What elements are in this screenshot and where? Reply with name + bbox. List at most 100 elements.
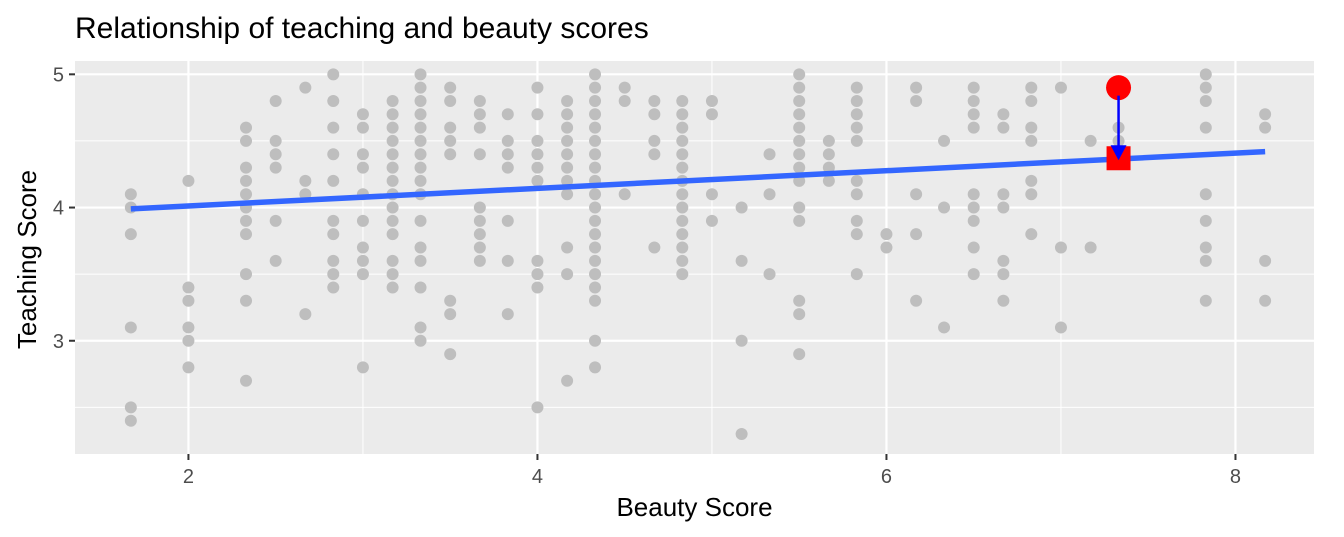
- data-point: [501, 108, 514, 121]
- data-point: [356, 161, 369, 174]
- data-point: [561, 134, 574, 147]
- data-point: [1025, 228, 1038, 241]
- data-point: [386, 134, 399, 147]
- data-point: [880, 228, 893, 241]
- data-point: [561, 188, 574, 201]
- data-point: [327, 214, 340, 227]
- data-point: [589, 254, 602, 267]
- data-point: [1025, 174, 1038, 187]
- data-point: [561, 268, 574, 281]
- data-point: [386, 174, 399, 187]
- data-point: [1259, 254, 1272, 267]
- data-point: [938, 134, 951, 147]
- data-point: [182, 361, 195, 374]
- data-point: [444, 134, 457, 147]
- x-tick-label: 8: [1230, 466, 1241, 488]
- data-point: [997, 201, 1010, 214]
- y-axis: 3 4 5: [53, 64, 75, 353]
- data-point: [967, 121, 980, 134]
- data-point: [414, 68, 427, 81]
- data-point: [910, 94, 923, 107]
- data-point: [589, 281, 602, 294]
- data-point: [124, 188, 137, 201]
- data-point: [501, 161, 514, 174]
- data-point: [414, 148, 427, 161]
- data-point: [793, 294, 806, 307]
- data-point: [240, 188, 253, 201]
- data-point: [822, 161, 835, 174]
- data-point: [705, 188, 718, 201]
- data-point: [473, 214, 486, 227]
- data-point: [299, 81, 312, 94]
- data-point: [444, 81, 457, 94]
- data-point: [648, 108, 661, 121]
- data-point: [182, 334, 195, 347]
- data-point: [182, 174, 195, 187]
- data-point: [850, 81, 863, 94]
- data-point: [386, 214, 399, 227]
- data-point: [269, 161, 282, 174]
- data-point: [589, 294, 602, 307]
- data-point: [473, 241, 486, 254]
- data-point: [501, 134, 514, 147]
- data-point: [444, 294, 457, 307]
- data-point: [1199, 121, 1212, 134]
- data-point: [386, 121, 399, 134]
- data-point: [386, 268, 399, 281]
- data-point: [938, 321, 951, 334]
- data-point: [676, 148, 689, 161]
- data-point: [793, 161, 806, 174]
- data-point: [1025, 121, 1038, 134]
- data-point: [473, 148, 486, 161]
- data-point: [473, 201, 486, 214]
- data-point: [444, 94, 457, 107]
- data-point: [822, 148, 835, 161]
- data-point: [473, 228, 486, 241]
- data-point: [822, 174, 835, 187]
- data-point: [589, 94, 602, 107]
- data-point: [1025, 188, 1038, 201]
- data-point: [269, 148, 282, 161]
- data-point: [356, 268, 369, 281]
- data-point: [1259, 108, 1272, 121]
- data-point: [356, 108, 369, 121]
- data-point: [589, 68, 602, 81]
- data-point: [793, 348, 806, 361]
- data-point: [444, 148, 457, 161]
- data-point: [850, 268, 863, 281]
- data-point: [967, 268, 980, 281]
- data-point: [414, 108, 427, 121]
- data-point: [1084, 241, 1097, 254]
- data-point: [997, 121, 1010, 134]
- data-point: [414, 161, 427, 174]
- data-point: [793, 201, 806, 214]
- data-point: [327, 68, 340, 81]
- data-point: [910, 294, 923, 307]
- data-point: [414, 334, 427, 347]
- data-point: [1199, 254, 1212, 267]
- data-point: [356, 361, 369, 374]
- data-point: [763, 268, 776, 281]
- data-point: [240, 161, 253, 174]
- data-point: [501, 148, 514, 161]
- data-point: [676, 108, 689, 121]
- data-point: [240, 214, 253, 227]
- data-point: [763, 148, 776, 161]
- data-point: [124, 414, 137, 427]
- data-point: [1199, 241, 1212, 254]
- data-point: [589, 361, 602, 374]
- data-point: [240, 268, 253, 281]
- data-point: [356, 121, 369, 134]
- data-point: [327, 121, 340, 134]
- data-point: [240, 174, 253, 187]
- data-point: [967, 94, 980, 107]
- data-point: [822, 134, 835, 147]
- data-point: [1054, 81, 1067, 94]
- data-point: [880, 241, 893, 254]
- data-point: [589, 334, 602, 347]
- data-point: [648, 94, 661, 107]
- data-point: [414, 254, 427, 267]
- data-point: [967, 108, 980, 121]
- data-point: [793, 148, 806, 161]
- data-point: [414, 134, 427, 147]
